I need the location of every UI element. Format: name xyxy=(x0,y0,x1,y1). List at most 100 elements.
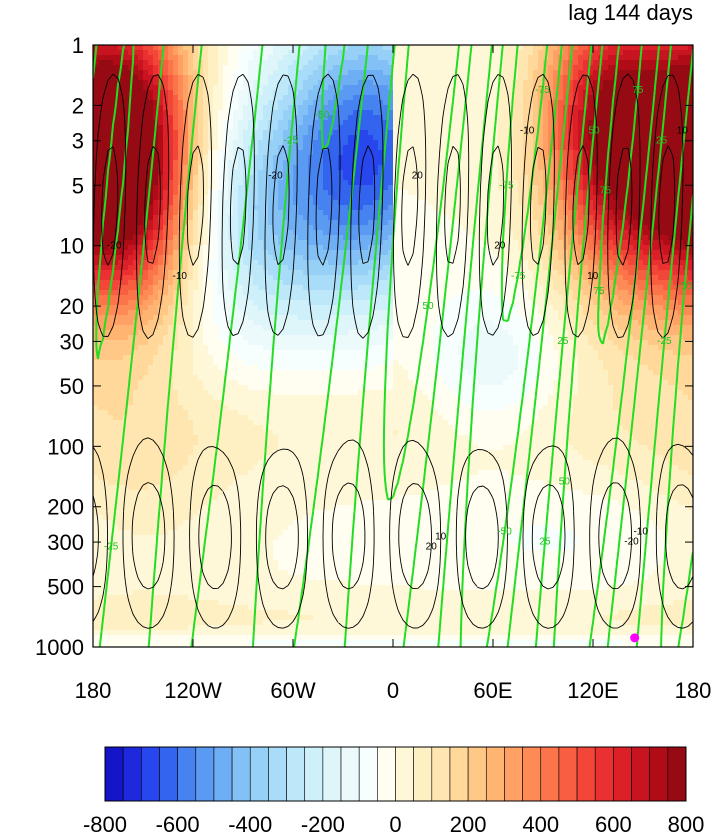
field-cell xyxy=(658,50,664,56)
field-cell xyxy=(393,75,399,81)
field-cell xyxy=(588,110,594,116)
field-cell xyxy=(198,170,204,176)
field-cell xyxy=(113,85,119,91)
field-cell xyxy=(608,135,614,141)
field-cell xyxy=(618,145,624,151)
field-cell xyxy=(563,95,569,101)
field-cell xyxy=(418,80,424,86)
field-cell xyxy=(253,140,259,146)
field-cell xyxy=(313,100,319,106)
field-cell xyxy=(548,135,554,141)
field-cell xyxy=(178,115,184,121)
field-cell xyxy=(403,100,409,106)
field-cell xyxy=(623,175,629,181)
field-cell xyxy=(108,215,114,221)
field-cell xyxy=(338,245,344,251)
field-cell xyxy=(148,135,154,141)
field-cell xyxy=(188,185,194,191)
field-cell xyxy=(373,230,379,236)
field-cell xyxy=(213,75,219,81)
field-cell xyxy=(533,170,539,176)
field-cell xyxy=(313,115,319,121)
field-cell xyxy=(258,150,264,156)
field-cell xyxy=(518,120,524,126)
field-cell xyxy=(543,230,549,236)
field-cell xyxy=(283,135,289,141)
field-cell xyxy=(273,210,279,216)
field-cell xyxy=(218,75,224,81)
field-cell xyxy=(383,115,389,121)
field-cell xyxy=(553,180,559,186)
field-cell xyxy=(358,215,364,221)
field-cell xyxy=(373,140,379,146)
field-cell xyxy=(433,150,439,156)
field-cell xyxy=(253,250,259,256)
field-cell xyxy=(408,140,414,146)
field-cell xyxy=(468,175,474,181)
field-cell xyxy=(688,105,693,111)
field-cell xyxy=(623,190,629,196)
field-cell xyxy=(528,140,534,146)
field-cell xyxy=(108,235,114,241)
field-cell xyxy=(433,130,439,136)
field-cell xyxy=(293,45,299,51)
field-cell xyxy=(168,240,174,246)
field-cell xyxy=(188,175,194,181)
field-cell xyxy=(178,140,184,146)
field-cell xyxy=(328,190,334,196)
field-cell xyxy=(388,180,394,186)
field-cell xyxy=(653,205,659,211)
field-cell xyxy=(623,45,629,51)
field-cell xyxy=(468,195,474,201)
field-cell xyxy=(108,120,114,126)
field-cell xyxy=(388,140,394,146)
field-cell xyxy=(103,75,109,81)
field-cell xyxy=(638,70,644,76)
field-cell xyxy=(308,220,314,226)
field-cell xyxy=(518,80,524,86)
field-cell xyxy=(198,220,204,226)
field-cell xyxy=(688,135,693,141)
field-cell xyxy=(413,80,419,86)
field-cell xyxy=(558,65,564,71)
field-cell xyxy=(203,190,209,196)
field-cell xyxy=(393,185,399,191)
field-cell xyxy=(593,95,599,101)
field-cell xyxy=(248,230,254,236)
field-cell xyxy=(273,225,279,231)
field-cell xyxy=(423,105,429,111)
field-cell xyxy=(553,175,559,181)
field-cell xyxy=(173,65,179,71)
field-cell xyxy=(253,50,259,56)
field-cell xyxy=(463,160,469,166)
field-cell xyxy=(528,240,534,246)
field-cell xyxy=(488,115,494,121)
field-cell xyxy=(328,90,334,96)
field-cell xyxy=(578,210,584,216)
field-cell xyxy=(128,45,134,51)
field-cell xyxy=(198,125,204,131)
field-cell xyxy=(513,145,519,151)
field-cell xyxy=(573,105,579,111)
field-cell xyxy=(518,60,524,66)
field-cell xyxy=(393,120,399,126)
field-cell xyxy=(268,205,274,211)
field-cell xyxy=(93,190,99,196)
field-cell xyxy=(403,220,409,226)
field-cell xyxy=(588,75,594,81)
field-cell xyxy=(298,175,304,181)
field-cell xyxy=(433,225,439,231)
field-cell xyxy=(113,70,119,76)
field-cell xyxy=(213,65,219,71)
field-cell xyxy=(613,190,619,196)
field-cell xyxy=(118,240,124,246)
field-cell xyxy=(308,175,314,181)
field-cell xyxy=(453,45,459,51)
field-cell xyxy=(153,230,159,236)
field-cell xyxy=(318,160,324,166)
field-cell xyxy=(98,55,104,61)
field-cell xyxy=(168,140,174,146)
field-cell xyxy=(343,185,349,191)
field-cell xyxy=(288,215,294,221)
field-cell xyxy=(483,175,489,181)
